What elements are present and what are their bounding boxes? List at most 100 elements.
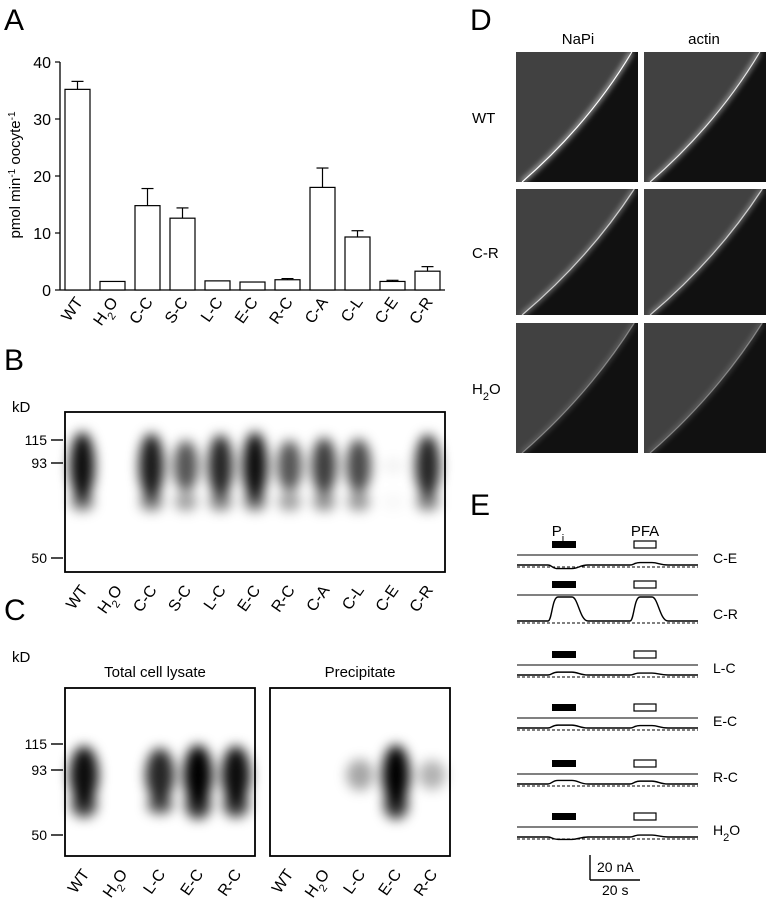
bar [64,88,91,291]
lane-label: C-A [304,582,334,615]
trace-label: R-C [713,769,738,785]
band-lower [209,493,232,511]
trace-row: H2O [517,812,740,844]
lane-label: L-C [341,867,370,898]
bar [379,280,406,291]
western-blot-c: kD Total cell lysate Precipitate 115 93 50… [12,649,451,899]
y-tick-label: 0 [42,283,51,300]
band-lower [383,790,409,820]
micrograph-tile [644,322,766,454]
x-tick-label: H2O [91,295,126,332]
trace-row: L-C [517,650,736,678]
lane-label: E-C [178,867,208,899]
band-main [311,437,337,495]
x-tick-label: S-C [162,295,192,327]
lane-label: C-C [130,583,160,616]
marker-label: 115 [25,736,48,752]
blot-frame [64,687,256,857]
current-trace [517,671,698,676]
lane-label: R-C [215,867,245,899]
lane-label: WT [65,866,93,896]
lane-label: E-C [235,583,265,615]
current-traces-e: Pi PFA C-E C-R L-C E-C R-C H2O 20 nA 20 s [517,523,740,898]
row-label: WT [472,110,495,127]
panel-label-e: E [470,489,490,522]
pi-bar [552,813,576,820]
marker-label: 93 [31,455,47,471]
marker-label: 93 [31,762,47,778]
marker-label: 115 [25,432,48,448]
bar [239,281,266,291]
trace-label: C-E [713,550,737,566]
x-tick-label: WT [59,294,87,324]
lane-label: H2O [95,583,130,620]
pi-bar [552,651,576,658]
band-lower [416,493,440,511]
trace-row: R-C [517,759,738,787]
y-axis-label: pmol min-1 oocyte-1 [7,111,25,238]
scale-current-label: 20 nA [597,859,634,875]
lane-label: L-C [201,583,230,614]
current-trace [517,561,698,570]
trace-label: C-R [713,606,738,622]
lane-label: L-C [141,867,170,898]
band-main [183,745,213,805]
x-tick-label: R-C [267,295,297,328]
x-tick-label: C-A [302,294,332,327]
x-tick-label: C-R [407,295,437,328]
panel-label-a: A [4,4,24,37]
micrograph-tile [516,188,638,316]
band-lower [185,790,211,820]
lane-label: WT [63,582,91,612]
band-main [173,440,199,492]
pfa-bar [633,650,657,659]
lane-label: E-C [376,867,406,899]
lane-label: C-R [407,583,437,616]
pfa-bar [633,812,657,821]
bar [204,280,231,291]
x-tick-label: L-C [198,295,227,326]
band-main [221,746,251,804]
band-lower [312,493,336,511]
y-tick-label: 20 [33,169,51,186]
band-main [346,759,374,791]
current-trace [517,724,698,729]
bar [414,270,441,291]
band-main [346,439,372,493]
band-main [138,433,164,499]
band-lower [139,493,163,511]
current-trace [517,779,698,785]
trace-row: C-E [517,540,737,570]
panel-label-b: B [4,344,24,377]
lane-label: C-E [373,583,403,615]
pi-bar [552,704,576,711]
lane-label: H2O [302,867,337,899]
micrograph-tile [644,188,766,316]
y-tick-label: 30 [33,112,51,129]
panel-label-d: D [470,4,492,37]
bar [169,217,196,291]
band-main [242,432,268,500]
bar [134,205,161,291]
x-tick-label: C-E [372,295,402,327]
lane-label: S-C [165,583,195,615]
micrograph-tile [516,322,638,454]
trace-label: L-C [713,660,736,676]
pfa-bar [633,540,657,549]
current-trace [517,596,698,622]
y-tick-label: 40 [33,55,51,72]
panel-label-c: C [4,594,26,627]
band-main [145,748,175,802]
band-lower [243,493,267,511]
pi-label: Pi [552,523,564,545]
lane-label: C-L [339,582,368,613]
col-label-napi: NaPi [562,31,595,48]
x-tick-label: C-L [338,294,367,325]
band-main [69,432,95,500]
marker-label: 50 [31,550,47,566]
col-label-actin: actin [688,31,720,48]
pfa-bar [633,759,657,768]
micrograph-tile [516,51,638,183]
blot-b-unit: kD [12,399,31,416]
